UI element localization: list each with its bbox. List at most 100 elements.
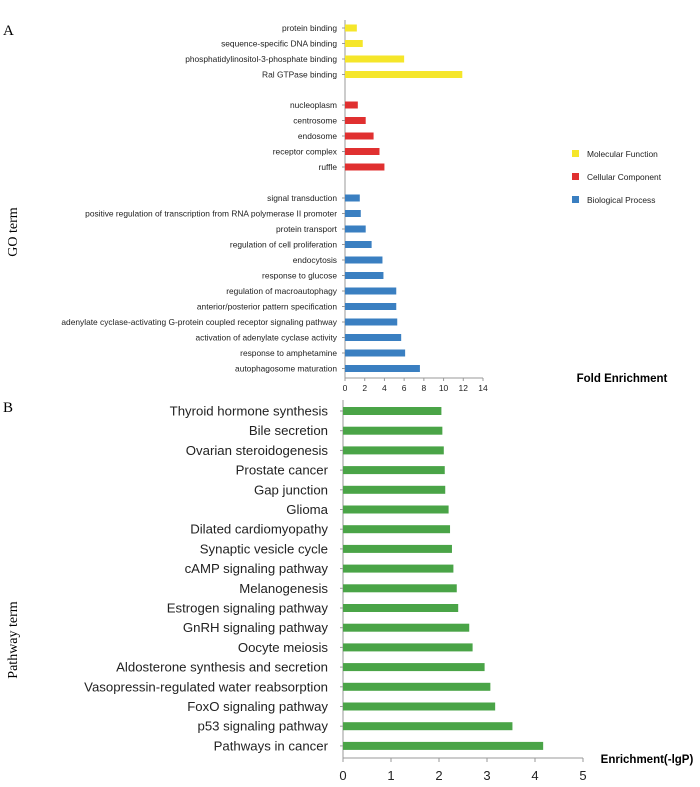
go-bar-regulation-of-cell-proliferation [345,241,372,248]
go-term-label: ruffle [319,162,338,172]
pathway-bar-camp-signaling-pathway [343,564,454,573]
go-term-label: activation of adenylate cyclase activity [195,333,337,343]
panel-b-x-tick-label: 2 [435,768,442,783]
go-bar-nucleoplasm [345,101,358,109]
go-term-label: autophagosome maturation [235,364,337,374]
go-term-label: receptor complex [273,147,338,157]
pathway-term-label: Dilated cardiomyopathy [190,522,328,537]
go-term-label: protein binding [282,23,337,33]
go-term-label: response to amphetamine [240,348,337,358]
panel-a-x-tick-label: 6 [402,383,407,393]
pathway-term-label: Gap junction [254,482,328,497]
panel-a-x-tick-label: 2 [362,383,367,393]
go-bar-response-to-amphetamine [345,349,406,357]
pathway-bar-p53-signaling-pathway [343,722,513,731]
go-term-label: centrosome [293,116,337,126]
panel-b-x-tick-label: 5 [579,768,586,783]
pathway-term-label: Estrogen signaling pathway [167,601,329,616]
go-bar-ral-gtpase-binding [345,71,463,78]
pathway-bar-melanogenesis [343,584,457,593]
pathway-term-label: Synaptic vesicle cycle [200,541,328,556]
go-term-label: adenylate cyclase-activating G-protein c… [61,317,337,327]
panel-b-ylabel: Pathway term [6,601,21,678]
pathway-term-label: cAMP signaling pathway [185,561,329,576]
panel-a-x-tick-label: 8 [421,383,426,393]
go-bar-signal-transduction [345,194,360,202]
pathway-term-label: Prostate cancer [236,463,329,478]
pathway-bar-dilated-cardiomyopathy [343,525,451,534]
panel-b-plot: Thyroid hormone synthesis Bile secretion O… [84,400,587,783]
go-bar-centrosome [345,117,366,124]
pathway-term-label: Bile secretion [249,423,328,438]
go-bar-sequence-specific-dna-binding [345,40,363,47]
pathway-term-label: Pathways in cancer [214,738,329,753]
panel-a-plot: protein binding sequence-specific DNA bin… [61,20,662,393]
go-bar-autophagosome-maturation [345,365,420,372]
legend-label-cellular-component: Cellular Component [587,172,662,182]
legend-label-molecular-function: Molecular Function [587,149,658,159]
legend-swatch-cellular-component [572,173,579,180]
go-bar-positive-regulation-of-transcription-from-rna-polymerase-ii-promoter [345,210,361,217]
pathway-term-label: Ovarian steroidogenesis [186,443,329,458]
panel-b-x-tick-label: 0 [339,768,346,783]
pathway-bar-prostate-cancer [343,466,445,475]
go-term-label: sequence-specific DNA binding [221,39,337,49]
go-bar-ruffle [345,163,385,171]
go-bar-receptor-complex [345,148,380,155]
pathway-term-label: p53 signaling pathway [197,719,328,734]
pathway-bar-estrogen-signaling-pathway [343,604,459,612]
pathway-term-label: Thyroid hormone synthesis [170,404,329,419]
pathway-bar-ovarian-steroidogenesis [343,446,444,455]
legend-label-biological-process: Biological Process [587,195,655,205]
go-term-label: nucleoplasm [290,100,337,110]
go-term-label: phosphatidylinositol-3-phosphate binding [185,54,337,64]
pathway-bar-foxo-signaling-pathway [343,702,496,711]
panel-b-x-tick-label: 1 [387,768,394,783]
pathway-bar-vasopressin-regulated-water-reabsorption [343,682,491,691]
panel-a-x-tick-label: 14 [478,383,488,393]
go-bar-regulation-of-macroautophagy [345,287,397,295]
go-bar-response-to-glucose [345,272,384,279]
go-term-label: endosome [298,131,337,141]
panel-a-ylabel: GO term [6,207,21,256]
go-bar-protein-binding [345,24,357,32]
go-bar-endosome [345,132,374,140]
go-bar-adenylate-cyclase-activating-g-protein-coupled-receptor-signaling-pathway [345,318,398,326]
go-term-label: response to glucose [262,271,337,281]
go-term-label: anterior/posterior pattern specification [197,302,337,312]
go-term-label: protein transport [276,224,338,234]
go-bar-endocytosis [345,256,383,264]
pathway-term-label: Oocyte meiosis [238,640,329,655]
go-term-label: endocytosis [293,255,337,265]
panel-a-x-tick-label: 0 [343,383,348,393]
panel-a-label: A [3,23,14,39]
pathway-bar-glioma [343,505,449,514]
pathway-bar-synaptic-vesicle-cycle [343,544,452,553]
go-bar-activation-of-adenylate-cyclase-activity [345,334,402,341]
pathway-bar-aldosterone-synthesis-and-secretion [343,663,485,672]
panel-a-x-tick-label: 4 [382,383,387,393]
pathway-term-label: FoxO signaling pathway [187,699,328,714]
pathway-bar-thyroid-hormone-synthesis [343,407,442,415]
panel-a-x-tick-label: 10 [439,383,449,393]
legend-swatch-molecular-function [572,150,579,157]
go-term-label: regulation of macroautophagy [226,286,338,296]
panel-b-xlabel: Enrichment(-lgP) [601,754,694,766]
pathway-term-label: Melanogenesis [239,581,328,596]
go-term-label: signal transduction [267,193,337,203]
panel-b-label: B [3,400,13,416]
go-term-label: positive regulation of transcription fro… [85,209,337,219]
go-bar-phosphatidylinositol-3-phosphate-binding [345,55,405,63]
panel-b-x-tick-label: 4 [531,768,538,783]
legend-swatch-biological-process [572,196,579,203]
pathway-bar-pathways-in-cancer [343,741,544,750]
go-bar-protein-transport [345,225,366,233]
go-term-label: regulation of cell proliferation [230,240,337,250]
pathway-bar-gnrh-signaling-pathway [343,623,470,632]
go-term-label: Ral GTPase binding [262,70,337,80]
pathway-bar-bile-secretion [343,426,443,435]
panel-b-x-tick-label: 3 [483,768,490,783]
panel-a-xlabel: Fold Enrichment [577,373,668,385]
pathway-term-label: Glioma [286,502,328,517]
